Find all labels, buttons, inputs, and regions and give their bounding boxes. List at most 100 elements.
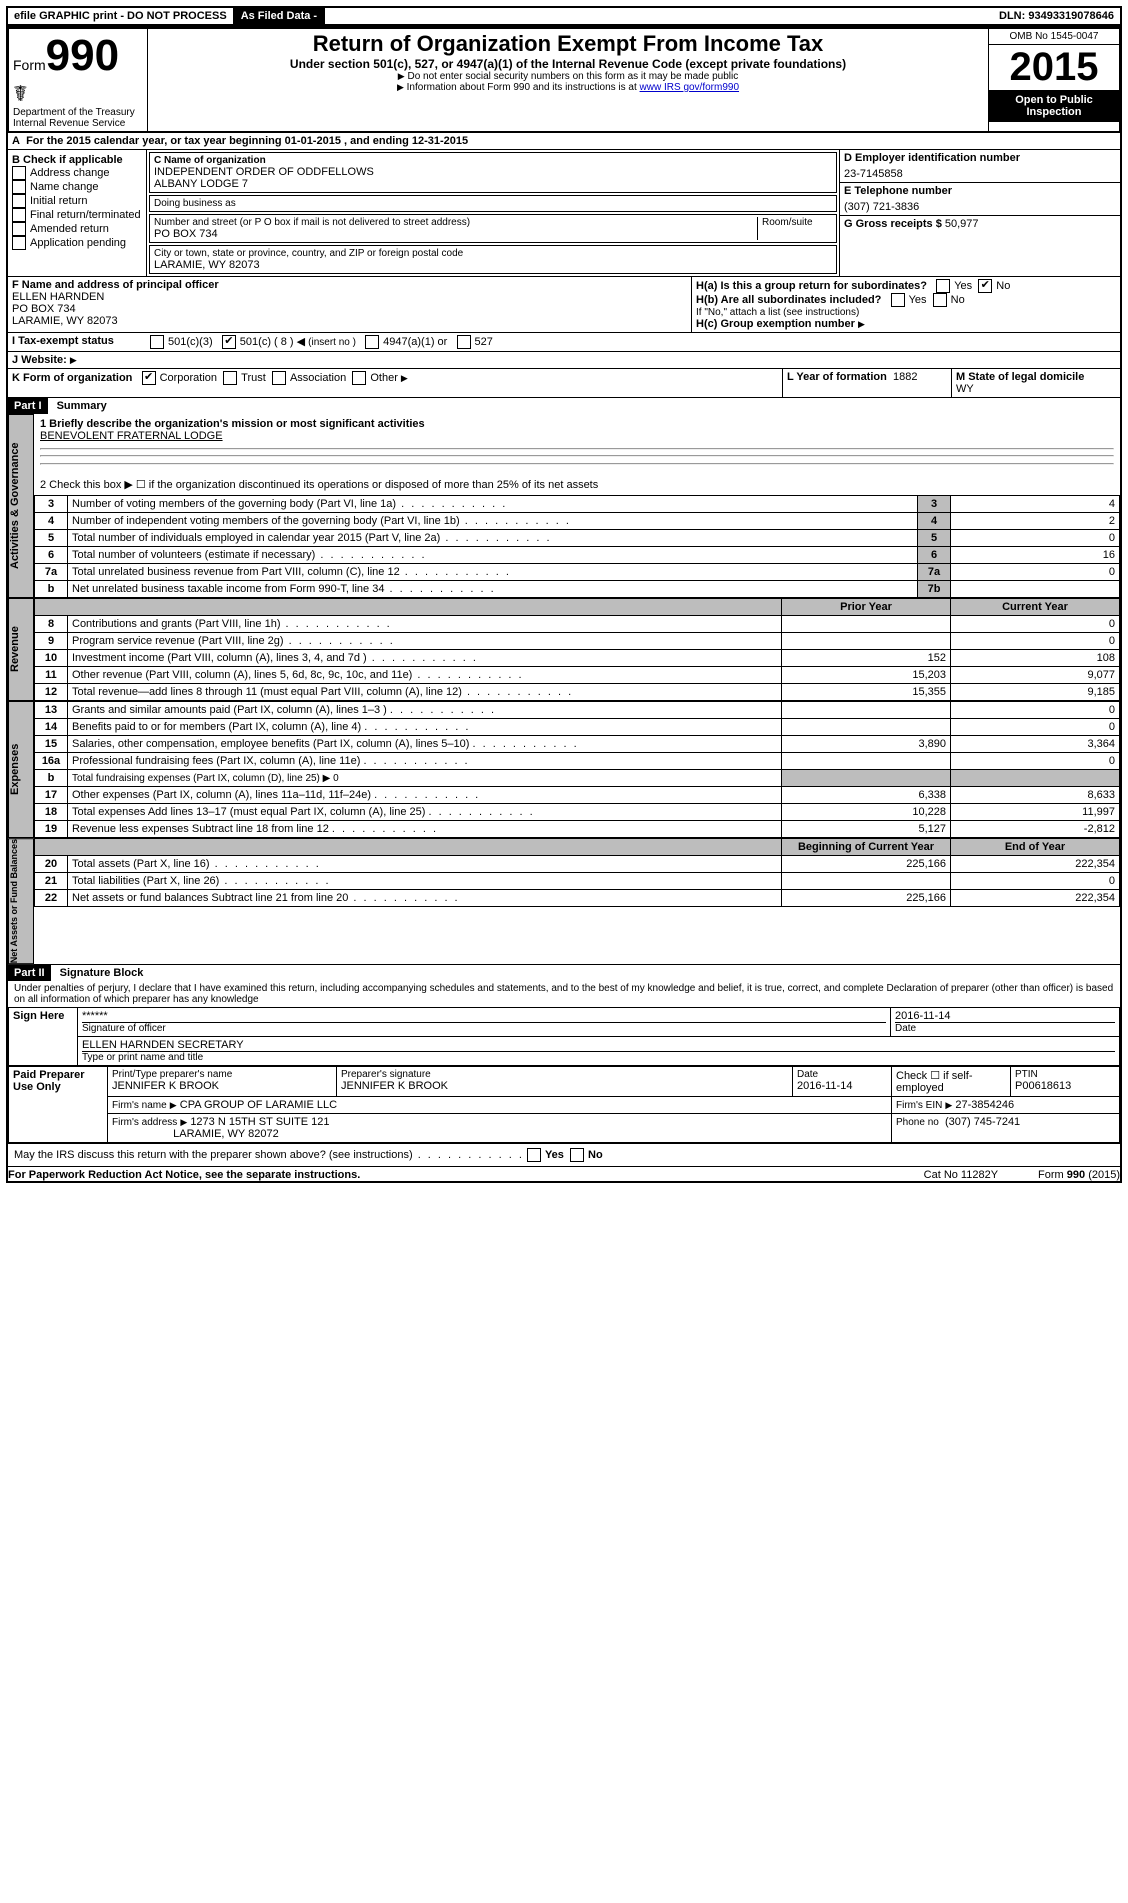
discuss-no-chk[interactable] — [570, 1148, 584, 1162]
i-label: I Tax-exempt status — [12, 335, 114, 347]
b-label: B Check if applicable — [12, 154, 123, 166]
phone-value: (307) 721-3836 — [840, 199, 1120, 215]
sig-date: 2016-11-14 — [895, 1010, 1115, 1022]
pdate-label: Date — [797, 1069, 887, 1080]
table-row: 15Salaries, other compensation, employee… — [35, 736, 1120, 753]
officer-addr2: LARAMIE, WY 82073 — [12, 315, 118, 327]
line-1: 1 Briefly describe the organization's mi… — [34, 414, 1120, 474]
chk-amended-return[interactable]: Amended return — [12, 222, 142, 236]
chk-address-change[interactable]: Address change — [12, 166, 142, 180]
name-label: Type or print name and title — [82, 1051, 1115, 1063]
j-label: J Website: — [12, 354, 67, 366]
part2-header: Part II Signature Block — [8, 964, 1120, 981]
hb-yes-chk[interactable] — [891, 293, 905, 307]
col-b: B Check if applicable Address change Nam… — [8, 150, 147, 276]
table-row: 13Grants and similar amounts paid (Part … — [35, 702, 1120, 719]
ha-no-chk[interactable] — [978, 279, 992, 293]
entity-block: B Check if applicable Address change Nam… — [8, 149, 1120, 276]
line-j: J Website: — [8, 351, 1120, 368]
footer: For Paperwork Reduction Act Notice, see … — [8, 1166, 1120, 1181]
gross-receipts: G Gross receipts $ 50,977 — [840, 215, 1120, 232]
discuss-row: May the IRS discuss this return with the… — [8, 1143, 1120, 1166]
table-row: 21Total liabilities (Part X, line 26)0 — [35, 873, 1120, 890]
form-num: 990 — [46, 31, 119, 80]
psig-label: Preparer's signature — [341, 1069, 788, 1080]
irs-link[interactable]: www IRS gov/form990 — [640, 82, 739, 93]
sign-block: Sign Here ****** Signature of officer 20… — [8, 1007, 1120, 1066]
table-row: 18Total expenses Add lines 13–17 (must e… — [35, 804, 1120, 821]
city-value: LARAMIE, WY 82073 — [154, 259, 832, 271]
side-activities: Activities & Governance — [8, 414, 34, 598]
fname-value: CPA GROUP OF LARAMIE LLC — [180, 1099, 337, 1111]
f-label: F Name and address of principal officer — [12, 279, 219, 291]
table-row: 16aProfessional fundraising fees (Part I… — [35, 753, 1120, 770]
ptin-label: PTIN — [1015, 1069, 1115, 1080]
pname-label: Print/Type preparer's name — [112, 1069, 332, 1080]
officer-sig: ****** — [82, 1010, 886, 1022]
table-row: bNet unrelated business taxable income f… — [35, 581, 1120, 598]
form-container: Form990 ☤ Department of the Treasury Int… — [6, 26, 1122, 1183]
line-m: M State of legal domicileWY — [952, 369, 1120, 397]
c-label: C Name of organization — [154, 155, 266, 166]
discuss-yes-chk[interactable] — [527, 1148, 541, 1162]
mission-text: BENEVOLENT FRATERNAL LODGE — [40, 430, 223, 442]
chk-assoc[interactable] — [272, 371, 286, 385]
side-expenses: Expenses — [8, 701, 34, 838]
chk-trust[interactable] — [223, 371, 237, 385]
table-row: 11Other revenue (Part VIII, column (A), … — [35, 667, 1120, 684]
col-h: H(a) Is this a group return for subordin… — [692, 277, 1120, 332]
fphone-label: Phone no — [896, 1117, 939, 1128]
chk-other[interactable] — [352, 371, 366, 385]
dept-treasury: Department of the Treasury — [13, 107, 143, 118]
side-netassets: Net Assets or Fund Balances — [8, 838, 34, 964]
org-name-1: INDEPENDENT ORDER OF ODDFELLOWS — [154, 166, 832, 178]
city-label: City or town, state or province, country… — [154, 248, 832, 259]
form-sub3: Information about Form 990 and its instr… — [152, 82, 984, 93]
chk-501c3[interactable] — [150, 335, 164, 349]
table-row: 7aTotal unrelated business revenue from … — [35, 564, 1120, 581]
fphone-value: (307) 745-7241 — [945, 1116, 1020, 1128]
h-c: H(c) Group exemption number — [696, 318, 1116, 330]
footer-mid: Cat No 11282Y — [924, 1169, 998, 1181]
form-sub2: Do not enter social security numbers on … — [152, 71, 984, 82]
part1-title: Summary — [51, 398, 113, 414]
footer-right: Form 990 (2015) — [1038, 1169, 1120, 1181]
rev-table: Prior YearCurrent Year8Contributions and… — [34, 598, 1120, 701]
chk-application-pending[interactable]: Application pending — [12, 236, 142, 250]
addr-value: PO BOX 734 — [154, 228, 757, 240]
dba-label: Doing business as — [154, 198, 832, 209]
table-row: 14Benefits paid to or for members (Part … — [35, 719, 1120, 736]
ptin-value: P00618613 — [1015, 1080, 1115, 1092]
chk-corp[interactable] — [142, 371, 156, 385]
room-label: Room/suite — [757, 217, 832, 240]
psig-value: JENNIFER K BROOK — [341, 1080, 788, 1092]
top-bar: efile GRAPHIC print - DO NOT PROCESS As … — [6, 6, 1122, 26]
pname-value: JENNIFER K BROOK — [112, 1080, 332, 1092]
fein-value: 27-3854246 — [955, 1099, 1014, 1111]
dln: DLN: 93493319078646 — [993, 8, 1120, 24]
table-row: bTotal fundraising expenses (Part IX, co… — [35, 770, 1120, 787]
chk-name-change[interactable]: Name change — [12, 180, 142, 194]
f-h-block: F Name and address of principal officer … — [8, 276, 1120, 332]
footer-left: For Paperwork Reduction Act Notice, see … — [8, 1169, 360, 1181]
phone-label: E Telephone number — [844, 185, 952, 197]
table-row: 12Total revenue—add lines 8 through 11 (… — [35, 684, 1120, 701]
chk-527[interactable] — [457, 335, 471, 349]
form-word: Form — [13, 57, 46, 73]
hb-no-chk[interactable] — [933, 293, 947, 307]
chk-initial-return[interactable]: Initial return — [12, 194, 142, 208]
table-row: 10Investment income (Part VIII, column (… — [35, 650, 1120, 667]
part1-header: Part I Summary — [8, 397, 1120, 414]
pself-label: Check ☐ if self-employed — [892, 1067, 1011, 1097]
open-inspection: Open to Public Inspection — [989, 90, 1119, 122]
chk-final-return[interactable]: Final return/terminated — [12, 208, 142, 222]
paid-preparer-block: Paid Preparer Use Only Print/Type prepar… — [8, 1066, 1120, 1143]
officer-name-title: ELLEN HARNDEN SECRETARY — [82, 1039, 1115, 1051]
chk-4947[interactable] — [365, 335, 379, 349]
faddr2: LARAMIE, WY 82072 — [173, 1128, 279, 1140]
perjury-text: Under penalties of perjury, I declare th… — [8, 981, 1120, 1007]
pdate-value: 2016-11-14 — [797, 1080, 887, 1092]
ha-yes-chk[interactable] — [936, 279, 950, 293]
chk-501c[interactable] — [222, 335, 236, 349]
summary-section: Activities & Governance 1 Briefly descri… — [8, 414, 1120, 598]
